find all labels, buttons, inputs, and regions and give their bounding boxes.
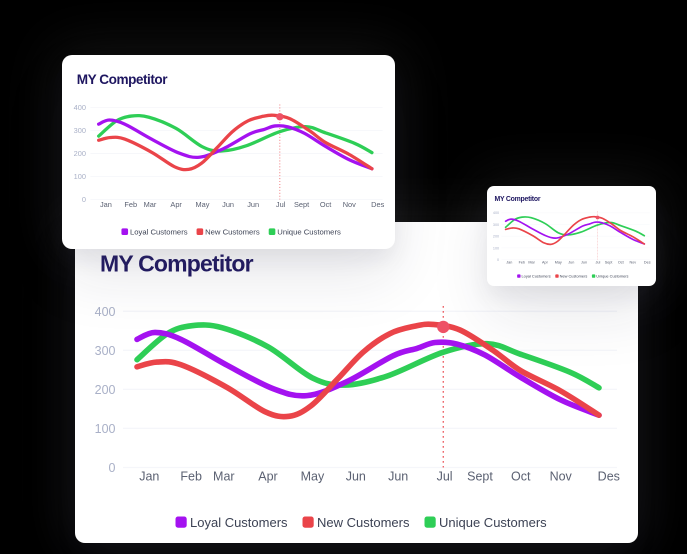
svg-text:Jun: Jun [568,261,574,265]
svg-text:Sept: Sept [605,261,614,265]
svg-text:MY Competitor: MY Competitor [495,196,541,203]
svg-text:Jun: Jun [388,470,408,484]
svg-text:Nov: Nov [629,261,636,265]
svg-text:400: 400 [95,305,116,319]
svg-text:May: May [195,200,209,209]
svg-text:Apr: Apr [258,470,277,484]
svg-text:Sept: Sept [294,200,309,209]
svg-text:Loyal Customers: Loyal Customers [130,227,188,236]
svg-text:Feb: Feb [519,261,525,265]
svg-text:Unique Customers: Unique Customers [596,273,628,278]
svg-text:Nov: Nov [550,470,573,484]
svg-text:Jan: Jan [100,200,112,209]
svg-text:200: 200 [74,149,86,158]
svg-text:100: 100 [493,246,499,250]
svg-text:May: May [301,470,325,484]
svg-text:New Customers: New Customers [560,273,588,278]
svg-text:Feb: Feb [124,200,137,209]
svg-text:Jun: Jun [581,261,587,265]
svg-text:200: 200 [95,383,116,397]
svg-text:MY Competitor: MY Competitor [100,251,254,277]
svg-text:300: 300 [493,223,499,227]
svg-text:Jan: Jan [139,470,159,484]
svg-text:Des: Des [598,470,620,484]
svg-text:Sept: Sept [467,470,493,484]
svg-text:Mar: Mar [213,470,235,484]
svg-text:Oct: Oct [511,470,531,484]
svg-text:Jul: Jul [437,470,453,484]
svg-text:Loyal Customers: Loyal Customers [522,273,551,278]
svg-text:Feb: Feb [180,470,202,484]
svg-text:May: May [555,261,562,265]
svg-text:0: 0 [497,258,499,262]
svg-text:200: 200 [493,235,499,239]
svg-text:Loyal Customers: Loyal Customers [190,515,288,530]
svg-text:300: 300 [95,344,116,358]
svg-text:Apr: Apr [542,261,549,265]
svg-text:Jun: Jun [247,200,259,209]
svg-text:Mar: Mar [528,261,535,265]
svg-text:0: 0 [109,461,116,475]
svg-text:Jul: Jul [596,261,601,265]
svg-text:Jan: Jan [506,261,512,265]
svg-text:Unique Customers: Unique Customers [439,515,547,530]
svg-text:300: 300 [74,126,86,135]
svg-text:Des: Des [644,261,651,265]
svg-text:MY Competitor: MY Competitor [77,72,168,87]
svg-text:100: 100 [74,172,86,181]
svg-text:Oct: Oct [320,200,331,209]
svg-text:Nov: Nov [343,200,356,209]
svg-text:100: 100 [95,422,116,436]
svg-text:Jun: Jun [222,200,234,209]
svg-text:400: 400 [493,211,499,215]
svg-text:Jul: Jul [276,200,286,209]
svg-text:Des: Des [371,200,384,209]
svg-text:Jun: Jun [346,470,366,484]
svg-text:Apr: Apr [170,200,182,209]
svg-text:Oct: Oct [618,261,625,265]
svg-text:Mar: Mar [144,200,157,209]
svg-text:400: 400 [74,103,86,112]
svg-text:Unique Customers: Unique Customers [277,227,341,236]
svg-text:New Customers: New Customers [317,515,410,530]
svg-text:New Customers: New Customers [205,227,260,236]
svg-text:0: 0 [82,195,86,204]
